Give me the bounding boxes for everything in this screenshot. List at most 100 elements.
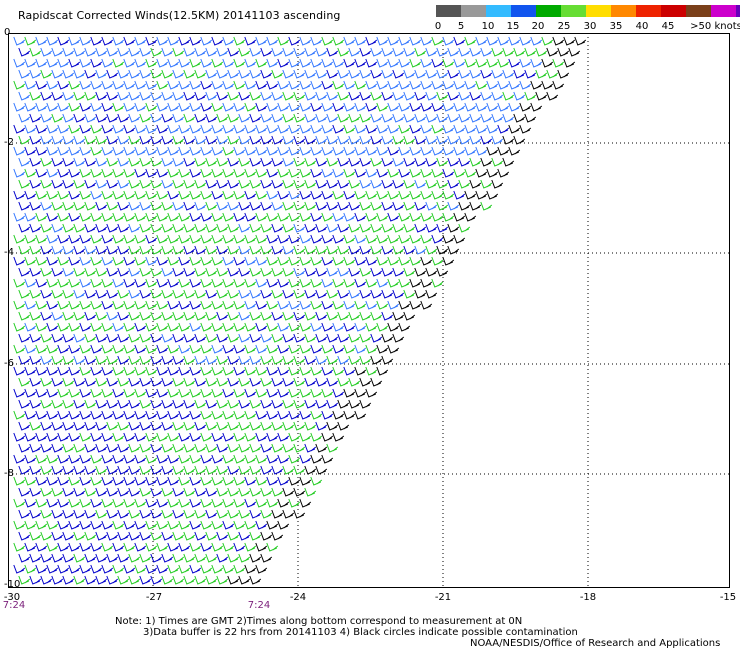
wind-barb	[370, 135, 383, 145]
wind-barb	[73, 157, 86, 167]
wind-barb	[211, 124, 224, 134]
wind-barb	[128, 157, 141, 167]
wind-barb	[299, 410, 312, 420]
wind-barb	[24, 124, 37, 134]
wind-barb	[244, 36, 257, 46]
wind-barb	[112, 256, 125, 266]
wind-barb	[95, 399, 108, 409]
wind-barb	[40, 47, 53, 57]
wind-barb	[266, 80, 279, 90]
wind-barb	[222, 36, 235, 46]
wind-barb	[95, 377, 108, 387]
wind-barb	[282, 223, 295, 233]
wind-barb	[414, 135, 427, 145]
wind-barb	[134, 520, 147, 530]
wind-barb	[145, 212, 158, 222]
wind-barb	[282, 443, 295, 453]
wind-barb	[381, 223, 394, 233]
wind-barb	[51, 69, 64, 79]
wind-barb	[480, 201, 493, 211]
wind-barb	[260, 91, 273, 101]
wind-barb	[161, 47, 174, 57]
wind-barb	[101, 388, 114, 398]
wind-barb	[73, 575, 86, 585]
wind-barb	[304, 245, 317, 255]
wind-barb	[216, 575, 229, 585]
wind-barb	[18, 443, 31, 453]
wind-barb	[189, 322, 202, 332]
wind-barb	[13, 278, 26, 288]
wind-barb	[563, 36, 576, 46]
wind-barb	[79, 410, 92, 420]
wind-barb	[216, 245, 229, 255]
wind-barb	[365, 58, 378, 68]
wind-barb	[29, 443, 42, 453]
wind-barb	[491, 69, 504, 79]
wind-barb	[227, 355, 240, 365]
wind-barb	[211, 410, 224, 420]
wind-barb	[502, 113, 515, 123]
wind-barb	[178, 520, 191, 530]
wind-barb	[29, 223, 42, 233]
wind-barb	[117, 575, 130, 585]
wind-barb	[409, 36, 422, 46]
wind-barb	[24, 454, 37, 464]
wind-barb	[436, 135, 449, 145]
wind-barb	[486, 36, 499, 46]
wind-barb	[95, 421, 108, 431]
wind-barb	[62, 443, 75, 453]
wind-barb	[194, 377, 207, 387]
wind-barb	[46, 454, 59, 464]
wind-barb	[425, 245, 438, 255]
wind-barb	[491, 157, 504, 167]
wind-barb	[222, 278, 235, 288]
wind-barb	[134, 322, 147, 332]
wind-barb	[255, 190, 268, 200]
wind-barb	[117, 201, 130, 211]
wind-barb	[68, 102, 81, 112]
wind-barb	[475, 168, 488, 178]
wind-barb	[343, 256, 356, 266]
wind-barb	[128, 355, 141, 365]
wind-barb	[326, 201, 339, 211]
wind-barb	[62, 47, 75, 57]
wind-barb	[348, 289, 361, 299]
wind-barb	[178, 542, 191, 552]
wind-barb	[255, 124, 268, 134]
wind-barb	[194, 113, 207, 123]
wind-barb	[35, 212, 48, 222]
wind-barb	[183, 443, 196, 453]
wind-barb	[84, 245, 97, 255]
wind-barb	[249, 69, 262, 79]
wind-barb	[18, 179, 31, 189]
wind-barb	[233, 256, 246, 266]
wind-barb	[249, 91, 262, 101]
wind-barb	[216, 509, 229, 519]
wind-barb	[271, 113, 284, 123]
wind-barb	[299, 36, 312, 46]
wind-barb	[513, 135, 526, 145]
wind-barb	[101, 564, 114, 574]
wind-barb	[238, 311, 251, 321]
wind-barb	[249, 267, 262, 277]
wind-barb	[40, 289, 53, 299]
wind-barb	[227, 509, 240, 519]
wind-barb	[233, 542, 246, 552]
wind-barb	[183, 575, 196, 585]
wind-barb	[40, 553, 53, 563]
wind-barb	[13, 146, 26, 156]
colorbar-label: 5	[457, 21, 465, 32]
wind-barb	[46, 476, 59, 486]
wind-barb	[145, 168, 158, 178]
wind-barb	[354, 322, 367, 332]
wind-barb	[178, 388, 191, 398]
wind-barb	[24, 146, 37, 156]
wind-barb	[167, 80, 180, 90]
wind-barb	[238, 421, 251, 431]
wind-barb	[392, 157, 405, 167]
wind-barb	[244, 520, 257, 530]
wind-barb	[227, 47, 240, 57]
wind-barb	[90, 146, 103, 156]
wind-barb	[167, 256, 180, 266]
wind-barb	[486, 168, 499, 178]
